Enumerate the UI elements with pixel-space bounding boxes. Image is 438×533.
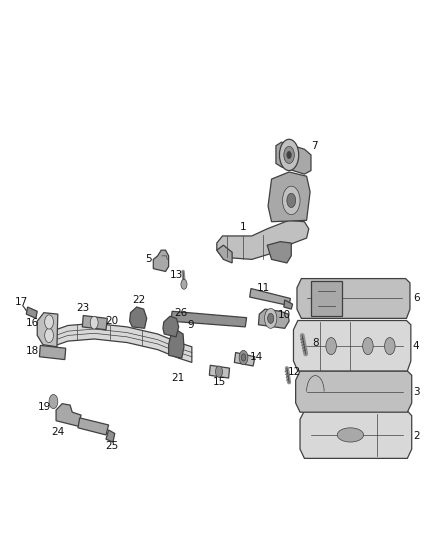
Polygon shape [296, 371, 412, 412]
Polygon shape [250, 288, 290, 305]
Text: 5: 5 [145, 254, 152, 264]
Text: 21: 21 [171, 373, 184, 383]
Polygon shape [130, 307, 147, 328]
Circle shape [284, 147, 294, 164]
Polygon shape [171, 311, 247, 327]
Text: 18: 18 [26, 346, 39, 356]
Polygon shape [56, 403, 81, 426]
Circle shape [279, 139, 299, 171]
Polygon shape [169, 330, 184, 358]
Text: 13: 13 [170, 270, 183, 280]
Polygon shape [163, 316, 179, 337]
Polygon shape [209, 365, 230, 378]
Circle shape [90, 316, 98, 329]
Polygon shape [297, 279, 410, 318]
Text: 26: 26 [174, 308, 187, 318]
Circle shape [326, 337, 336, 354]
Circle shape [385, 337, 395, 354]
Circle shape [363, 337, 373, 354]
Text: 19: 19 [38, 401, 51, 411]
Text: 12: 12 [288, 367, 301, 377]
Text: 20: 20 [105, 316, 118, 326]
Text: 22: 22 [133, 295, 146, 305]
Circle shape [287, 151, 291, 158]
Circle shape [181, 279, 187, 289]
Polygon shape [37, 313, 58, 347]
Circle shape [268, 313, 274, 324]
Text: 24: 24 [51, 427, 64, 437]
Polygon shape [153, 250, 169, 271]
Text: 6: 6 [413, 294, 420, 303]
Circle shape [49, 394, 58, 409]
Polygon shape [234, 352, 255, 366]
Circle shape [45, 328, 53, 343]
Text: 14: 14 [250, 352, 263, 362]
Text: 4: 4 [413, 341, 420, 351]
Polygon shape [284, 300, 293, 309]
Polygon shape [276, 142, 311, 174]
Circle shape [287, 193, 296, 207]
Text: 7: 7 [311, 141, 318, 151]
Polygon shape [217, 245, 232, 263]
Polygon shape [52, 324, 192, 362]
Text: 15: 15 [212, 377, 226, 387]
Polygon shape [26, 307, 37, 318]
Polygon shape [78, 418, 109, 435]
Text: 17: 17 [15, 297, 28, 307]
Polygon shape [82, 316, 107, 330]
Text: 8: 8 [312, 338, 319, 348]
Ellipse shape [337, 428, 364, 442]
Text: 3: 3 [413, 386, 420, 397]
Polygon shape [217, 220, 309, 260]
Circle shape [283, 186, 300, 215]
Text: 25: 25 [105, 441, 118, 451]
Circle shape [239, 350, 248, 365]
Polygon shape [39, 345, 66, 360]
Circle shape [265, 309, 277, 328]
Polygon shape [311, 281, 342, 316]
Text: 11: 11 [257, 283, 270, 293]
Polygon shape [300, 411, 412, 458]
Polygon shape [258, 309, 289, 328]
Circle shape [215, 366, 223, 377]
Text: 23: 23 [77, 303, 90, 313]
Polygon shape [106, 430, 115, 442]
Text: 9: 9 [187, 320, 194, 330]
Circle shape [45, 315, 53, 329]
Text: 16: 16 [26, 318, 39, 328]
Polygon shape [293, 320, 411, 371]
Polygon shape [267, 241, 291, 263]
Text: 1: 1 [240, 222, 247, 232]
Text: 2: 2 [413, 431, 420, 441]
Polygon shape [268, 172, 310, 222]
Circle shape [241, 354, 246, 361]
Text: 10: 10 [278, 310, 291, 320]
